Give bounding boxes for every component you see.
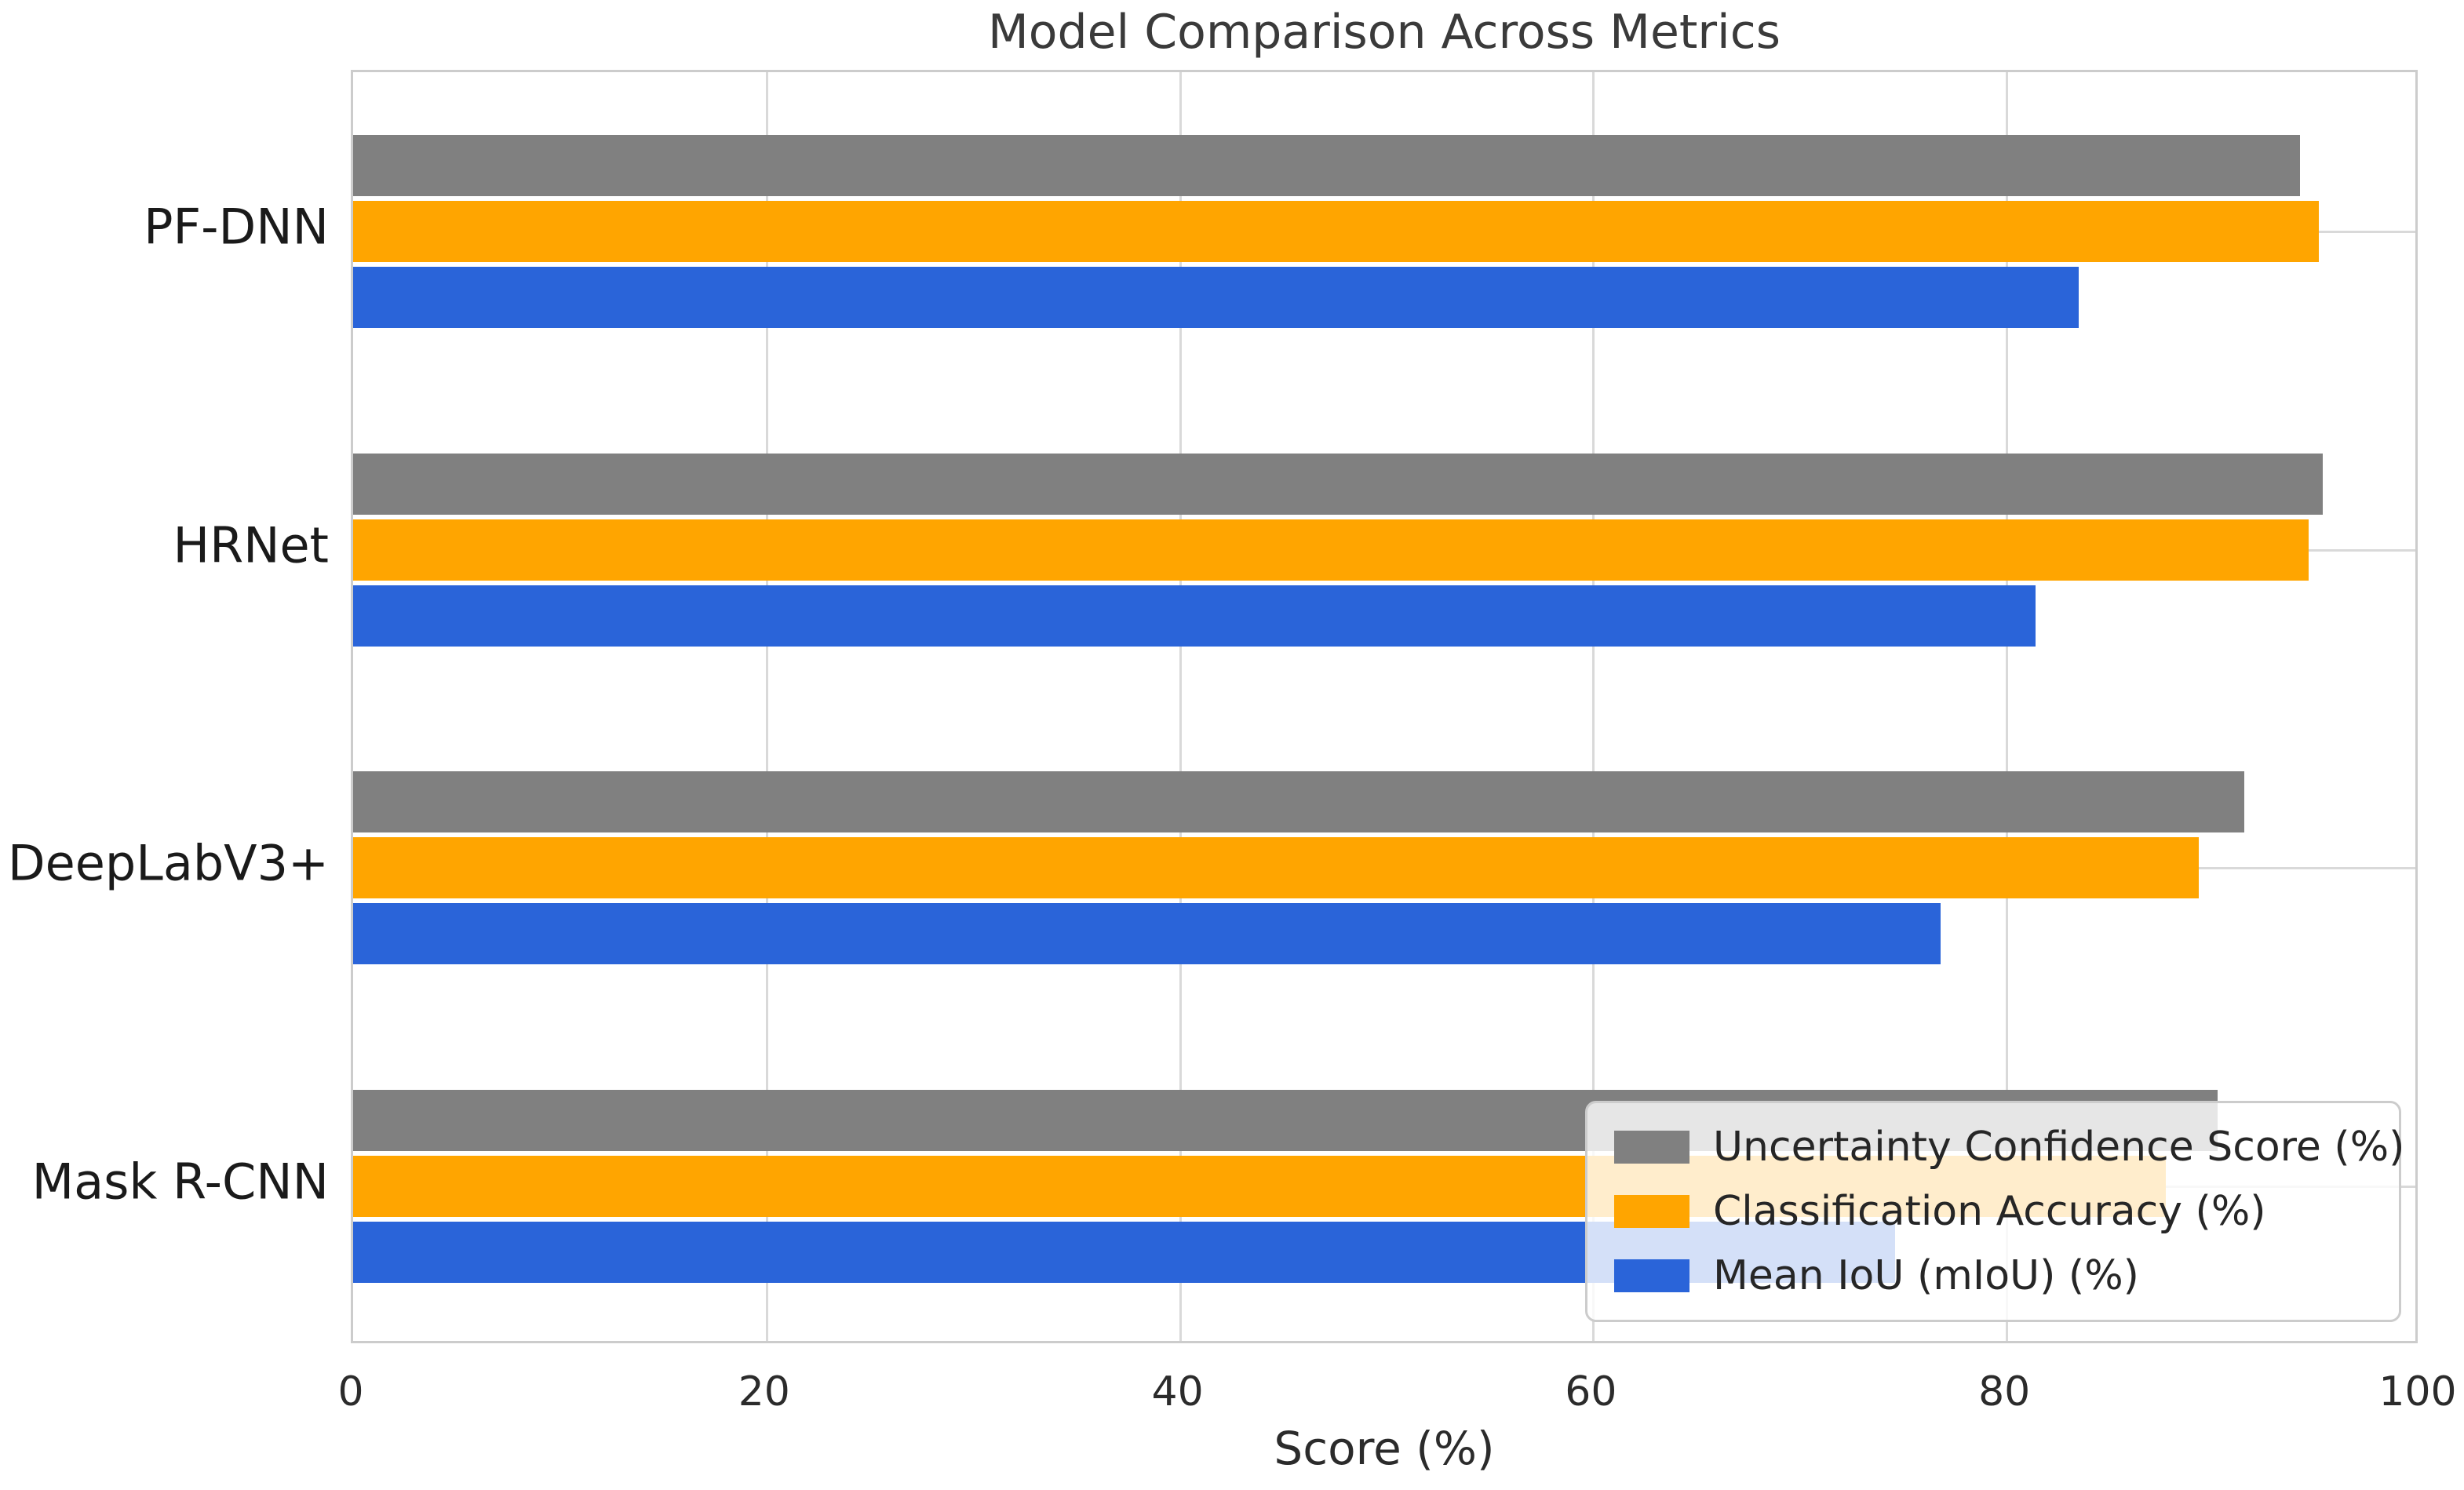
- gridline-vertical: [2006, 72, 2009, 1341]
- bar-deeplabv3--series-1: [353, 837, 2200, 899]
- bar-pf-dnn-series-0: [353, 134, 2301, 196]
- y-tick-label: PF-DNN: [144, 198, 329, 256]
- plot-area: Uncertainty Confidence Score (%) Classifi…: [351, 70, 2418, 1343]
- x-tick-label: 20: [738, 1368, 790, 1415]
- x-tick-label: 100: [2378, 1368, 2457, 1415]
- y-tick-label: DeepLabV3+: [7, 834, 329, 892]
- bar-pf-dnn-series-1: [353, 200, 2319, 262]
- legend-row: Mean IoU (mIoU) (%): [1614, 1252, 2372, 1299]
- x-tick-label: 0: [337, 1368, 364, 1415]
- bar-pf-dnn-series-2: [353, 266, 2079, 328]
- x-tick-label: 40: [1151, 1368, 1204, 1415]
- legend: Uncertainty Confidence Score (%) Classifi…: [1585, 1101, 2404, 1322]
- bar-hrnet-series-1: [353, 519, 2309, 581]
- legend-row: Uncertainty Confidence Score (%): [1614, 1124, 2404, 1171]
- y-tick-label: HRNet: [173, 516, 329, 574]
- bar-deeplabv3--series-0: [353, 771, 2245, 833]
- gridline-vertical: [765, 72, 768, 1341]
- legend-swatch-icon: [1614, 1195, 1689, 1228]
- bar-deeplabv3--series-2: [353, 903, 1941, 965]
- legend-swatch-icon: [1614, 1259, 1689, 1292]
- legend-label: Mean IoU (mIoU) (%): [1713, 1252, 2139, 1299]
- bar-hrnet-series-0: [353, 453, 2324, 515]
- legend-row: Classification Accuracy (%): [1614, 1188, 2372, 1235]
- chart-title: Model Comparison Across Metrics: [988, 5, 1781, 60]
- y-tick-label: Mask R-CNN: [31, 1153, 329, 1211]
- bar-hrnet-series-2: [353, 585, 2036, 647]
- legend-label: Uncertainty Confidence Score (%): [1713, 1124, 2405, 1171]
- gridline-vertical: [1179, 72, 1182, 1341]
- x-tick-label: 60: [1565, 1368, 1617, 1415]
- legend-swatch-icon: [1614, 1131, 1689, 1164]
- x-axis-title: Score (%): [1274, 1422, 1495, 1475]
- legend-label: Classification Accuracy (%): [1713, 1188, 2266, 1235]
- x-tick-label: 80: [1978, 1368, 2031, 1415]
- gridline-vertical: [1592, 72, 1595, 1341]
